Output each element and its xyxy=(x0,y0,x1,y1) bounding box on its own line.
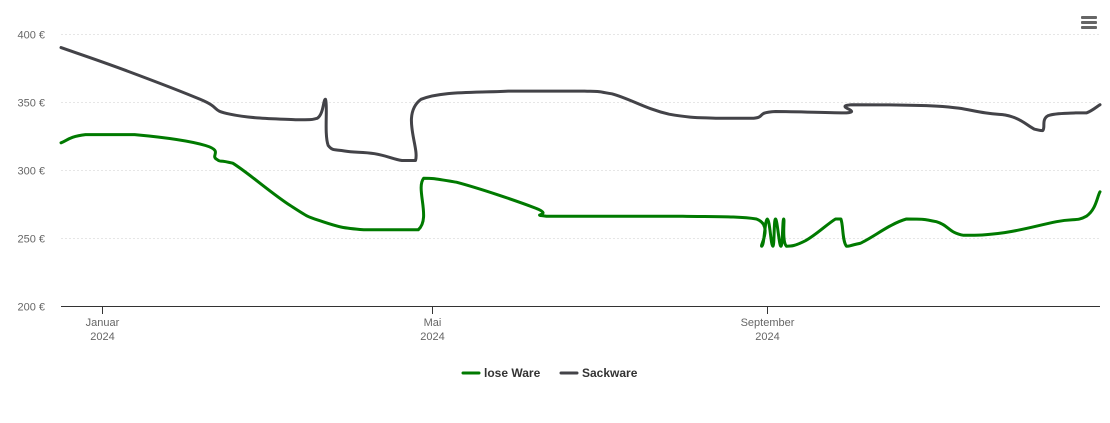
menu-icon[interactable] xyxy=(1075,9,1103,35)
series-line-sackware xyxy=(59,46,1102,162)
y-tick-label: 400 € xyxy=(17,30,45,42)
y-tick-label: 250 € xyxy=(17,234,45,246)
y-tick-label: 300 € xyxy=(17,166,45,178)
x-tick-label-month: Mai xyxy=(424,317,442,329)
legend-label: lose Ware xyxy=(484,366,541,380)
grid xyxy=(61,34,1100,239)
legend-item-sackware[interactable]: Sackware xyxy=(559,366,638,380)
series-group xyxy=(59,46,1102,248)
legend-item-lose-ware[interactable]: lose Ware xyxy=(461,366,541,380)
x-tick-label-year: 2024 xyxy=(420,331,444,343)
x-tick-label-year: 2024 xyxy=(755,331,779,343)
y-tick-label: 350 € xyxy=(17,98,45,110)
x-axis: Januar 2024 Mai 2024 September 2024 xyxy=(61,306,1100,343)
y-tick-label: 200 € xyxy=(17,302,45,314)
x-tick-label-month: September xyxy=(741,317,795,329)
legend: lose Ware Sackware xyxy=(461,366,638,380)
legend-label: Sackware xyxy=(582,366,638,380)
series-line-lose-ware xyxy=(59,133,1102,248)
x-tick-label-month: Januar xyxy=(86,317,120,329)
x-tick-label-year: 2024 xyxy=(90,331,114,343)
y-axis: 200 € 250 € 300 € 350 € 400 € xyxy=(17,30,45,314)
